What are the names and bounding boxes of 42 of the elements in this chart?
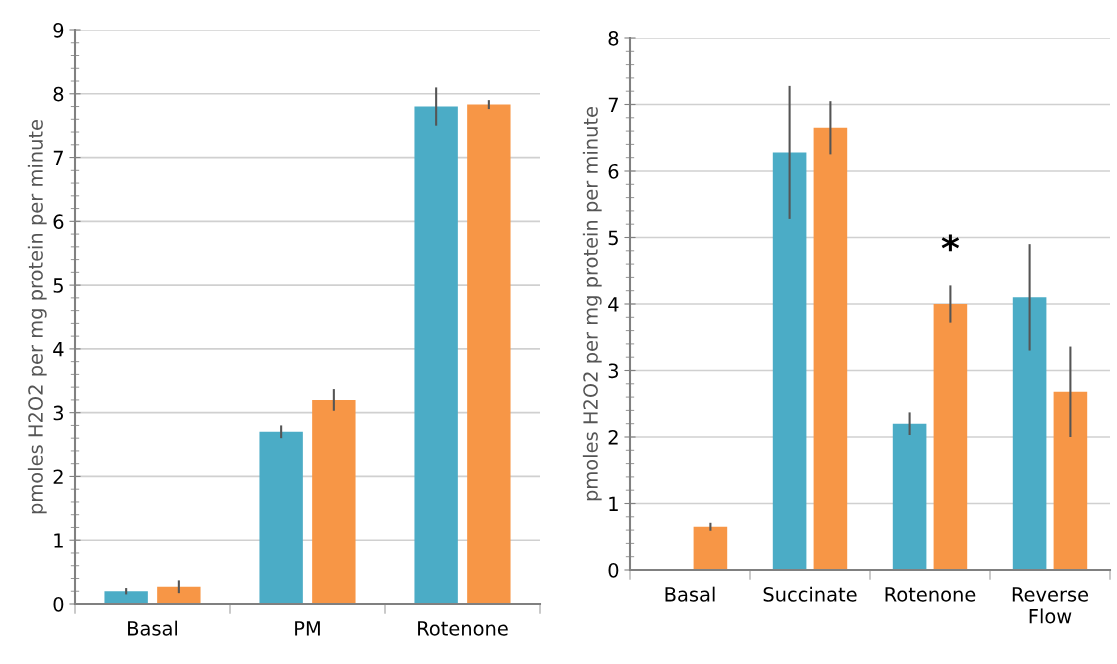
y-tick-label: 3: [53, 405, 64, 421]
x-tick-label: Rotenone: [885, 587, 976, 602]
bar: [414, 106, 458, 604]
bar: [892, 423, 927, 570]
y-tick-label: 4: [608, 297, 619, 312]
y-tick-label: 4: [53, 342, 64, 357]
bar: [312, 399, 356, 604]
y-tick-label: 0: [53, 596, 64, 612]
y-tick-label: 6: [608, 163, 619, 179]
bar: [772, 152, 807, 570]
y-tick-label: 5: [53, 278, 63, 293]
x-tick-label: Succinate: [763, 586, 857, 602]
y-tick-label: 3: [608, 363, 619, 379]
y-tick-label: 1: [609, 496, 618, 511]
x-tick-label: Basal: [665, 586, 715, 602]
y-tick-label: 7: [608, 97, 618, 112]
bar: [157, 586, 201, 604]
bar: [1053, 391, 1088, 570]
annotation: *: [941, 234, 960, 252]
y-tick-label: 1: [54, 533, 63, 548]
y-tick-label: 5: [608, 230, 618, 246]
bar: [693, 526, 728, 570]
bar: [104, 591, 148, 604]
bar: [467, 104, 511, 604]
y-axis-title: pmoles H2O2 per mg protein per minute: [27, 120, 47, 514]
y-tick-label: 0: [608, 562, 619, 578]
y-tick-label: 2: [608, 429, 618, 445]
x-tick-label: Basal: [128, 620, 178, 636]
y-tick-label: 2: [53, 469, 63, 484]
y-tick-label: 9: [53, 22, 64, 38]
x-tick-label: Reverse Flow: [1012, 587, 1089, 624]
x-tick-label: Rotenone: [418, 621, 508, 636]
y-tick-label: 8: [608, 30, 619, 46]
y-tick-label: 8: [53, 86, 64, 102]
bar: [813, 127, 848, 570]
bar: [1012, 297, 1047, 570]
y-axis-title: pmoles H2O2 per mg protein per minute: [582, 107, 602, 501]
y-tick-label: 7: [53, 150, 63, 165]
bar: [259, 431, 303, 604]
bar: [933, 304, 968, 570]
y-tick-label: 6: [53, 214, 64, 229]
x-tick-label: PM: [295, 621, 320, 636]
